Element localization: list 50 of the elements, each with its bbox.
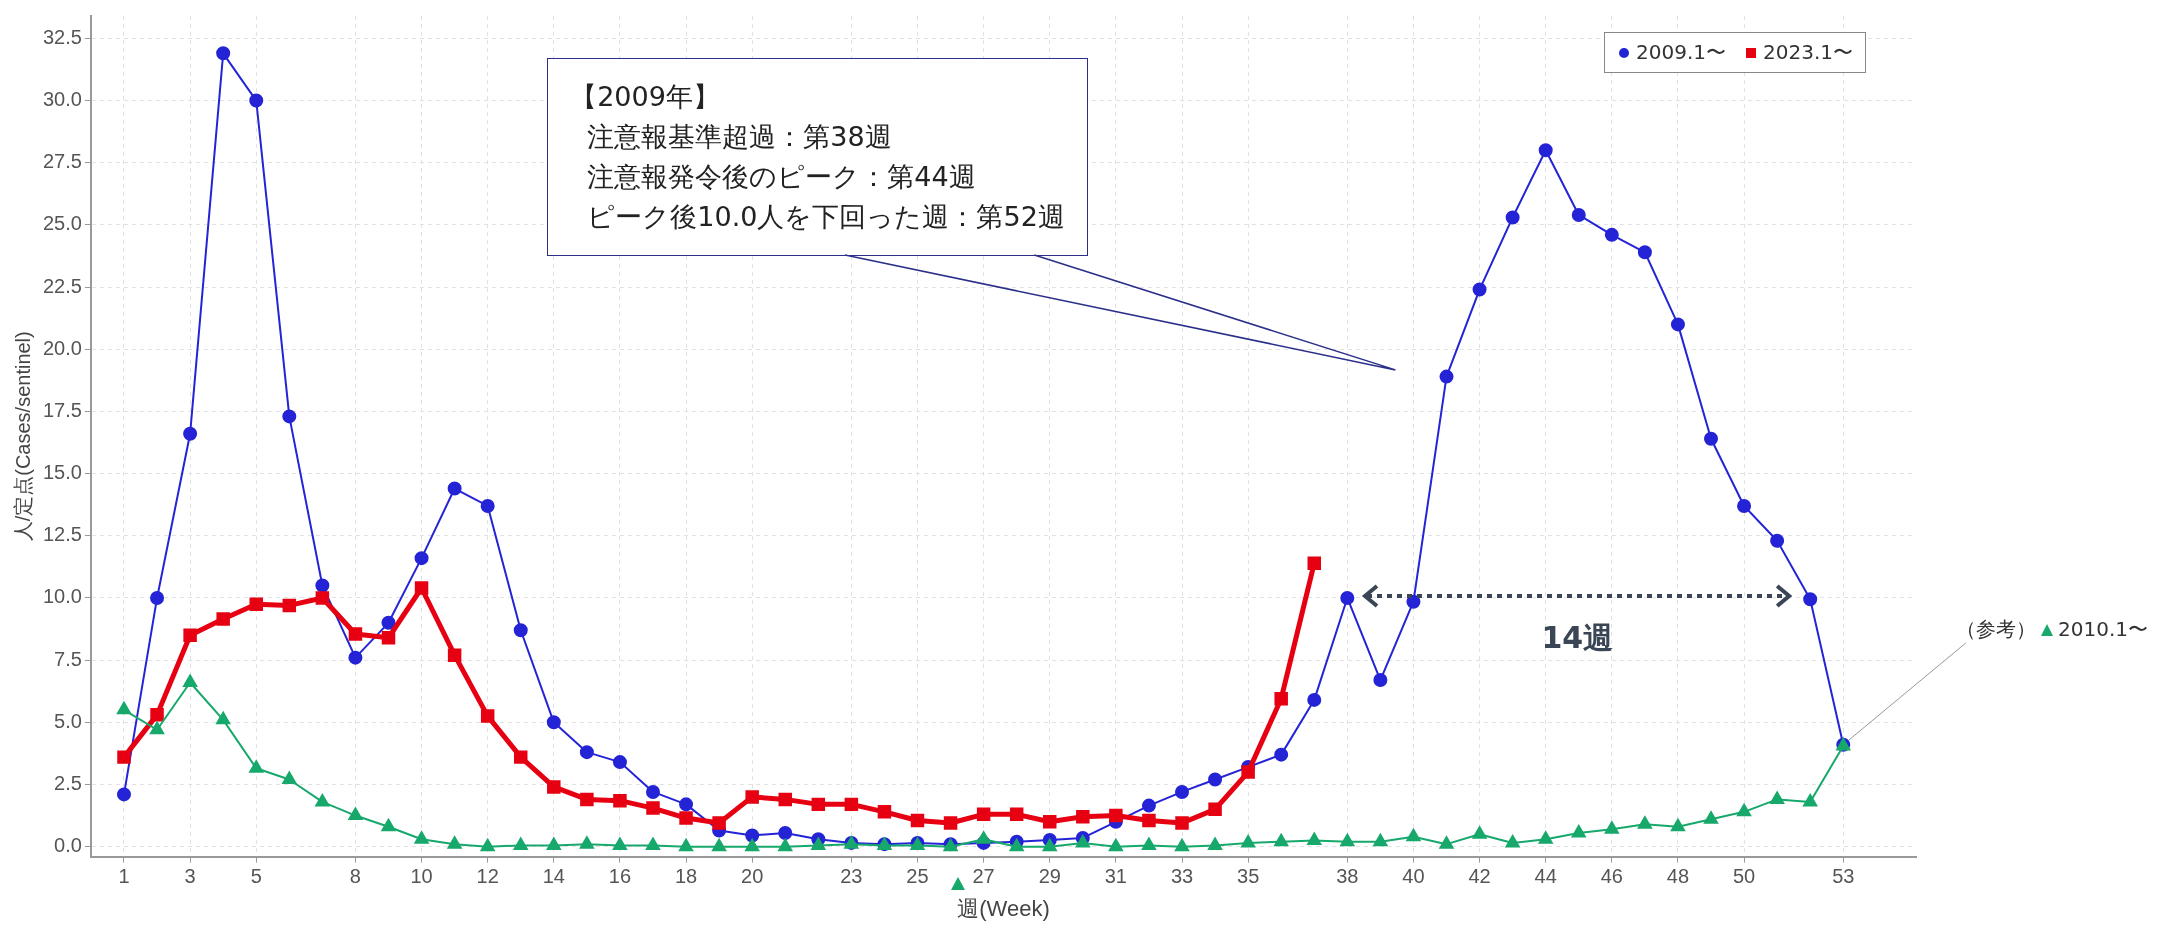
x-tick-label: 38 <box>1336 865 1359 888</box>
x-tick-label: 3 <box>184 865 196 888</box>
y-tick-label: 5.0 <box>54 709 82 732</box>
x-tick-label: 10 <box>410 865 433 888</box>
annotation: （参考） <box>1956 616 2036 643</box>
x-tick-label: 40 <box>1402 865 1425 888</box>
x-tick-label: 42 <box>1468 865 1491 888</box>
x-tick-label: 33 <box>1170 865 1194 888</box>
y-tick-label: 12.5 <box>42 523 82 546</box>
legend-label: 2010.1〜 <box>2058 616 2148 643</box>
x-tick-label: 18 <box>674 865 698 888</box>
annotation: 14週 <box>1541 619 1614 657</box>
y-tick-label: 27.5 <box>42 150 82 173</box>
y-axis-title: 人/定点(Cases/sentinel) <box>11 331 34 542</box>
y-tick-label: 22.5 <box>42 274 82 297</box>
x-tick-label: 50 <box>1732 865 1756 888</box>
x-tick-label: 27 <box>972 865 995 888</box>
x-tick-label: 25 <box>906 865 929 888</box>
y-tick-label: 30.0 <box>42 88 82 111</box>
legend-label: 2009.1〜 <box>1636 39 1726 66</box>
x-tick-label: 8 <box>349 865 361 888</box>
y-tick-label: 17.5 <box>42 398 82 421</box>
annotation: ピーク後10.0人を下回った週：第52週 <box>587 201 1065 233</box>
x-tick-label: 44 <box>1534 865 1557 888</box>
y-tick-label: 25.0 <box>42 212 82 235</box>
x-tick-label: 46 <box>1600 865 1623 888</box>
annotation: 【2009年】 <box>570 81 720 113</box>
y-tick-label: 32.5 <box>42 25 82 48</box>
x-tick-label: 29 <box>1038 865 1061 888</box>
x-tick-label: 16 <box>608 865 632 888</box>
x-tick-label: 35 <box>1237 865 1260 888</box>
y-tick-label: 7.5 <box>54 647 82 670</box>
x-tick-label: 14 <box>542 865 565 888</box>
x-tick-label: 48 <box>1666 865 1690 888</box>
x-tick-label: 53 <box>1832 865 1855 888</box>
legend-label: 2023.1〜 <box>1762 39 1853 66</box>
x-tick-label: 12 <box>476 865 499 888</box>
annotation: 注意報基準超過：第38週 <box>587 121 892 153</box>
x-tick-label: 20 <box>741 865 764 888</box>
y-tick-label: 15.0 <box>42 461 82 484</box>
x-axis-title: 週(Week) <box>957 895 1050 921</box>
x-tick-label: 31 <box>1104 865 1127 888</box>
y-tick-label: 10.0 <box>42 585 82 608</box>
x-tick-label: 5 <box>250 865 262 888</box>
x-tick-label: 1 <box>118 865 130 888</box>
y-tick-label: 20.0 <box>42 336 82 359</box>
y-tick-label: 2.5 <box>54 771 82 794</box>
y-tick-label: 0.0 <box>54 834 82 857</box>
annotation: 注意報発令後のピーク：第44週 <box>587 161 976 193</box>
x-tick-label: 23 <box>840 865 863 888</box>
